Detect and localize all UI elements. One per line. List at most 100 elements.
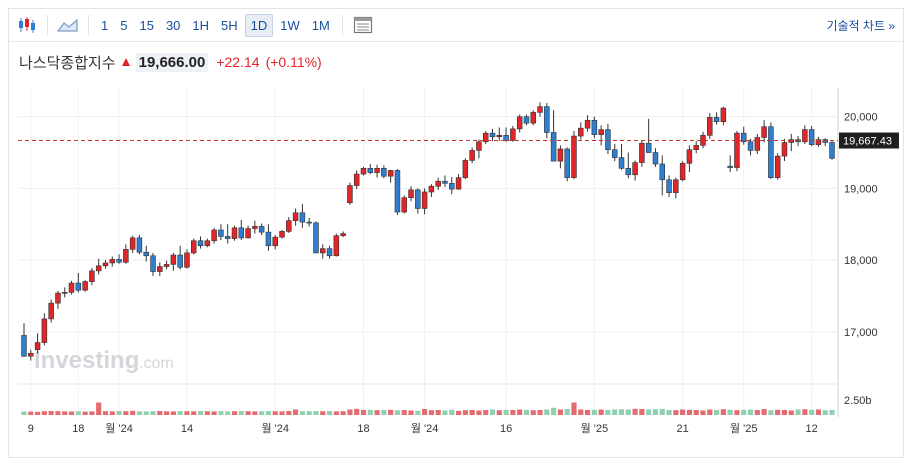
candle[interactable] bbox=[360, 166, 367, 176]
candle[interactable] bbox=[761, 120, 767, 143]
candle[interactable] bbox=[476, 139, 482, 159]
candle[interactable] bbox=[462, 158, 469, 180]
candle[interactable] bbox=[564, 147, 570, 182]
candle[interactable] bbox=[374, 164, 380, 178]
candle[interactable] bbox=[774, 153, 781, 180]
candle[interactable] bbox=[313, 221, 319, 254]
candle[interactable] bbox=[143, 245, 149, 262]
candle[interactable] bbox=[381, 165, 387, 179]
candle[interactable] bbox=[245, 225, 251, 239]
candle[interactable] bbox=[808, 126, 815, 147]
candle[interactable] bbox=[163, 260, 170, 270]
candle[interactable] bbox=[523, 114, 530, 126]
chart-settings-icon[interactable] bbox=[349, 13, 377, 37]
interval-1d[interactable]: 1D bbox=[244, 13, 274, 37]
candle[interactable] bbox=[415, 188, 421, 214]
candle[interactable] bbox=[136, 235, 143, 255]
candle[interactable] bbox=[204, 238, 211, 248]
candle[interactable] bbox=[605, 123, 611, 154]
candle[interactable] bbox=[252, 220, 258, 234]
candle[interactable] bbox=[401, 195, 407, 214]
candle[interactable] bbox=[795, 136, 801, 147]
candle[interactable] bbox=[510, 126, 516, 142]
candle[interactable] bbox=[123, 244, 129, 264]
interval-5[interactable]: 5 bbox=[120, 17, 128, 33]
candle[interactable] bbox=[28, 349, 34, 361]
interval-1w[interactable]: 1W bbox=[280, 17, 300, 33]
candle[interactable] bbox=[68, 280, 75, 295]
candle[interactable] bbox=[489, 128, 496, 142]
candle[interactable] bbox=[537, 102, 543, 117]
candle[interactable] bbox=[75, 273, 82, 293]
candle[interactable] bbox=[170, 252, 177, 271]
candle[interactable] bbox=[129, 235, 136, 253]
candle[interactable] bbox=[822, 138, 828, 147]
candle[interactable] bbox=[482, 131, 489, 144]
candle[interactable] bbox=[740, 126, 747, 145]
candle[interactable] bbox=[421, 188, 428, 215]
candle[interactable] bbox=[571, 131, 577, 180]
candle[interactable] bbox=[530, 110, 536, 126]
interval-1m[interactable]: 1M bbox=[311, 17, 330, 33]
candle[interactable] bbox=[387, 169, 394, 183]
candle[interactable] bbox=[591, 116, 598, 139]
candle[interactable] bbox=[679, 161, 686, 182]
candle[interactable] bbox=[584, 115, 591, 132]
candle[interactable] bbox=[272, 235, 278, 250]
interval-15[interactable]: 15 bbox=[139, 17, 154, 33]
candle[interactable] bbox=[598, 125, 604, 146]
candle[interactable] bbox=[611, 143, 618, 162]
candle[interactable] bbox=[191, 238, 197, 255]
candle[interactable] bbox=[320, 244, 326, 259]
candle[interactable] bbox=[449, 176, 455, 195]
candle[interactable] bbox=[516, 114, 523, 133]
candle[interactable] bbox=[231, 225, 238, 241]
candle[interactable] bbox=[177, 245, 183, 270]
candle[interactable] bbox=[768, 122, 774, 180]
candlestick-type-icon[interactable] bbox=[13, 13, 41, 37]
candle[interactable] bbox=[211, 227, 217, 244]
candle[interactable] bbox=[150, 252, 156, 276]
candle[interactable] bbox=[347, 182, 353, 205]
candle[interactable] bbox=[286, 217, 292, 233]
candle[interactable] bbox=[496, 127, 503, 142]
candle[interactable] bbox=[326, 245, 333, 259]
candle[interactable] bbox=[652, 148, 659, 167]
candle[interactable] bbox=[713, 112, 720, 125]
candle[interactable] bbox=[306, 217, 312, 227]
candle[interactable] bbox=[550, 110, 557, 162]
candle[interactable] bbox=[41, 313, 48, 346]
candle[interactable] bbox=[700, 131, 706, 149]
candle[interactable] bbox=[720, 106, 727, 126]
candle[interactable] bbox=[707, 113, 713, 139]
candle[interactable] bbox=[394, 169, 401, 215]
candle[interactable] bbox=[367, 164, 374, 175]
candle[interactable] bbox=[218, 224, 224, 241]
candle[interactable] bbox=[238, 219, 245, 241]
candle[interactable] bbox=[21, 323, 27, 357]
candle[interactable] bbox=[428, 184, 435, 197]
candle[interactable] bbox=[408, 186, 414, 202]
candle[interactable] bbox=[184, 249, 190, 269]
candle[interactable] bbox=[265, 224, 272, 251]
candle[interactable] bbox=[224, 224, 231, 244]
candle[interactable] bbox=[625, 152, 632, 179]
candle[interactable] bbox=[102, 260, 109, 269]
candle[interactable] bbox=[734, 131, 740, 172]
candle[interactable] bbox=[618, 143, 625, 170]
candle[interactable] bbox=[802, 125, 808, 144]
candle[interactable] bbox=[829, 141, 835, 160]
candle[interactable] bbox=[353, 170, 360, 190]
candle[interactable] bbox=[666, 175, 672, 197]
interval-30[interactable]: 30 bbox=[165, 17, 181, 33]
candle[interactable] bbox=[781, 138, 788, 162]
candle[interactable] bbox=[82, 280, 88, 292]
candle[interactable] bbox=[455, 174, 462, 190]
candle[interactable] bbox=[279, 229, 285, 239]
candle[interactable] bbox=[95, 258, 102, 275]
interval-1[interactable]: 1 bbox=[101, 17, 109, 33]
candle[interactable] bbox=[34, 333, 41, 354]
candle[interactable] bbox=[659, 155, 665, 196]
candle[interactable] bbox=[747, 138, 754, 156]
